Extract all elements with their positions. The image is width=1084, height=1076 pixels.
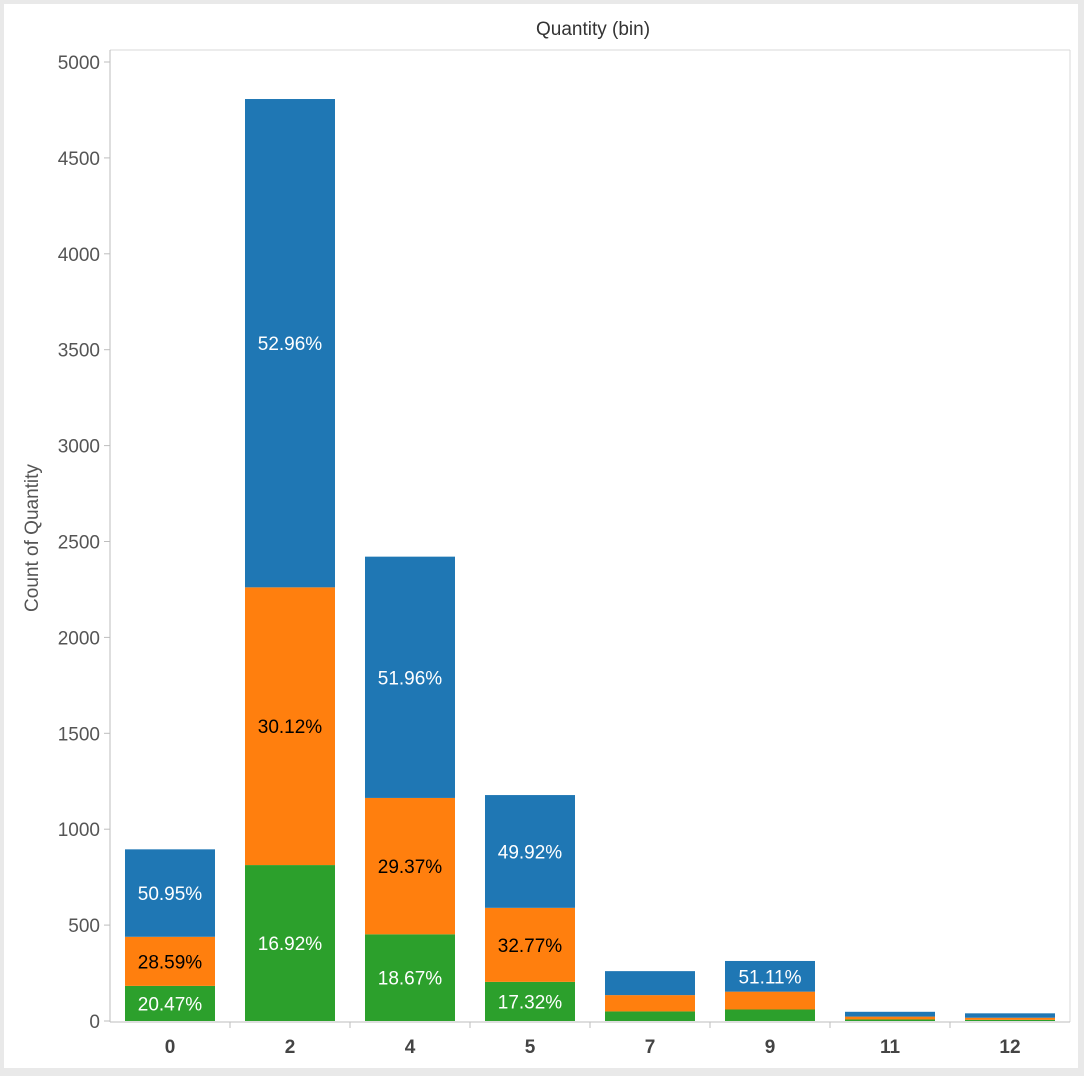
x-tick-label: 11 [880, 1037, 901, 1058]
bar-segment-green [965, 1019, 1055, 1021]
y-tick-label: 5000 [58, 53, 100, 74]
stacked-bar-chart: Quantity (bin) Count of Quantity 0 500 100… [22, 19, 1071, 1058]
bar-segment-orange [605, 995, 695, 1012]
bar-data-label: 18.67% [378, 969, 443, 990]
y-tick-label: 2000 [58, 628, 100, 649]
bar-data-label: 51.96% [378, 668, 443, 689]
bar-segment-orange [125, 936, 215, 986]
y-tick-label: 0 [89, 1012, 100, 1033]
x-tick-label: 4 [405, 1037, 416, 1058]
x-tick-label: 7 [645, 1037, 656, 1058]
bar-segment-blue [245, 99, 335, 588]
bar-segment-blue [845, 1011, 935, 1017]
y-tick-label: 4000 [58, 245, 100, 266]
x-tick-label: 0 [165, 1037, 176, 1058]
bar-segment-blue [485, 795, 575, 908]
bar-data-label: 32.77% [498, 936, 563, 957]
x-tick-label: 5 [525, 1037, 536, 1058]
bar-data-label: 16.92% [258, 934, 323, 955]
y-tick-label: 4500 [58, 149, 100, 170]
bar-segment-orange [965, 1017, 1055, 1020]
bar-data-label: 51.11% [738, 967, 801, 988]
bar-segment-green [605, 1011, 695, 1021]
bar-segment-blue [605, 971, 695, 996]
bar-segment-green [485, 981, 575, 1021]
bar-segment-blue [125, 849, 215, 937]
bar-segment-blue [725, 960, 815, 992]
x-tick-label: 2 [285, 1037, 296, 1058]
y-tick-label: 500 [68, 916, 100, 937]
bar-segment-green [245, 865, 335, 1021]
y-tick-label: 3500 [58, 341, 100, 362]
bar-segment-blue [365, 556, 455, 798]
x-tick-label: 12 [999, 1037, 1020, 1058]
chart-title: Quantity (bin) [536, 19, 650, 40]
bar-segment-orange [845, 1016, 935, 1020]
y-tick-label: 2500 [58, 533, 100, 554]
bar-data-label: 20.47% [138, 994, 203, 1015]
y-tick-label: 3000 [58, 437, 100, 458]
x-tick-label: 9 [765, 1037, 776, 1058]
bar-data-label: 28.59% [138, 952, 203, 973]
bar-segment-orange [365, 797, 455, 935]
bar-data-label: 30.12% [258, 717, 323, 738]
bar-data-label: 50.95% [138, 884, 203, 905]
y-axis-label: Count of Quantity [22, 464, 43, 612]
bar-segment-green [725, 1009, 815, 1021]
bar-segment-green [845, 1019, 935, 1021]
y-tick-label: 1000 [58, 820, 100, 841]
bar-segment-green [365, 934, 455, 1021]
bar-data-label: 49.92% [498, 842, 563, 863]
bar-segment-blue [965, 1013, 1055, 1018]
chart-frame: Quantity (bin) Count of Quantity 0 500 100… [4, 4, 1078, 1068]
bar-segment-green [125, 985, 215, 1021]
bar-data-label: 17.32% [498, 992, 563, 1013]
bar-segment-orange [485, 907, 575, 982]
plot-area: 0 500 1000 1500 2000 2500 3000 3500 4000 4500 5000… [58, 49, 1071, 1058]
y-tick-label: 1500 [58, 724, 100, 745]
bar-segment-orange [245, 587, 335, 866]
bar-segment-orange [725, 991, 815, 1010]
bar-data-label: 52.96% [258, 334, 323, 355]
bar-data-label: 29.37% [378, 857, 443, 878]
